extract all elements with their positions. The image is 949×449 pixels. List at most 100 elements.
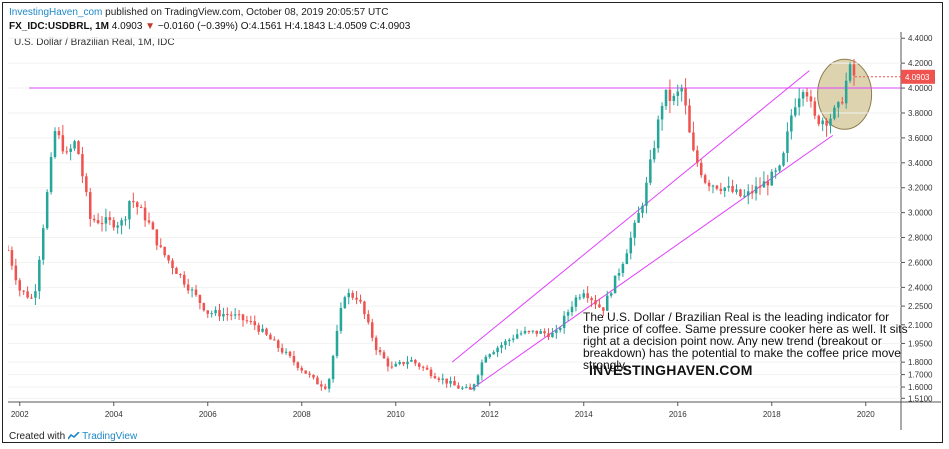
candle-body [335,330,339,356]
candle-body [61,135,65,152]
candle-body [680,88,683,92]
candle-body [155,229,159,246]
candle-body [202,303,206,311]
candle-body [496,347,499,353]
candle-body [817,115,821,125]
y-tick-label: 3.4000 [908,159,933,168]
candle-body [602,307,605,311]
candle-body [692,132,695,151]
candle-body [139,207,143,209]
candle-body [758,186,762,188]
y-tick-label: 3.2000 [908,184,933,193]
candle-body [312,374,315,378]
candle-body [265,328,268,335]
candle-body [108,217,112,221]
candle-body [707,182,711,187]
y-tick-label: 2.8000 [908,234,933,243]
candle-body [22,290,25,292]
candle-body [488,354,492,357]
candle-body [445,378,448,384]
candle-body [617,272,621,276]
y-tick-label: 4.2000 [908,59,933,68]
candle-body [711,185,715,187]
candle-body [182,274,186,285]
x-tick-label: 2014 [575,410,593,419]
candle-body [316,377,319,385]
x-tick-label: 2016 [669,410,687,419]
candle-body [257,325,260,332]
candle-body [88,192,92,219]
candle-body [786,131,789,153]
y-tick-label: 2.4000 [908,283,933,292]
candle-body [586,293,589,299]
y-tick-label: 2.6000 [908,258,933,267]
price-chart[interactable]: U.S. Dollar / Brazilian Real, 1M, IDC 4.… [8,32,941,430]
candle-body [609,293,613,296]
candle-body [844,80,848,104]
candle-body [778,165,781,171]
candle-body [370,322,374,338]
highlight-circle [817,58,873,130]
candle-body [429,369,433,377]
candle-body [578,297,582,299]
candle-body [727,186,730,188]
candle-body [417,363,421,367]
candle-body [649,159,652,183]
candle-body [566,312,570,316]
candle-body [363,301,366,315]
candle-body [143,207,147,221]
candle-body [574,297,578,307]
candle-body [449,380,452,384]
chart-title: U.S. Dollar / Brazilian Real, 1M, IDC [14,37,175,48]
candle-body [594,300,597,305]
candle-body [500,345,503,348]
candle-body [14,265,18,281]
candle-body [833,107,836,119]
candle-body [637,212,640,223]
candle-body [198,294,202,304]
candle-body [374,337,378,351]
candle-body [69,148,72,152]
candle-body [339,307,343,331]
published-text: published on TradingView.com, October 08… [102,7,389,18]
tradingview-link[interactable]: TradingView [82,431,138,442]
candle-body [688,105,691,133]
candle-body [194,289,198,295]
candle-body [112,220,116,228]
x-tick-label: 2008 [293,410,311,419]
candle-body [81,154,84,177]
publish-header: InvestingHaven_com published on TradingV… [9,7,389,18]
y-tick-label: 3.0000 [908,209,933,218]
candle-body [523,331,527,334]
candle-body [34,291,37,298]
candle-body [805,92,809,97]
candle-body [116,225,119,228]
analysis-annotation: The U.S. Dollar / Brazilian Real is the … [583,310,908,372]
y-tick-label: 2.2500 [908,302,933,311]
y-tick-label: 1.9500 [908,339,933,348]
candle-body [65,151,69,153]
ohlc-values: O:4.1561 H:4.1843 L:4.0509 C:4.0903 [240,21,411,32]
x-tick-label: 2002 [11,410,29,419]
author-link[interactable]: InvestingHaven_com [9,7,103,18]
candle-body [558,327,562,330]
candle-body [801,92,805,99]
candle-body [793,107,797,116]
candle-body [519,333,523,335]
candle-body [96,220,100,224]
candle-body [53,131,57,158]
candle-body [735,189,738,192]
candle-body [30,297,33,299]
price-change: −0.0160 (−0.39%) [157,21,238,32]
candle-body [120,220,123,226]
candle-body [633,222,636,238]
candle-body [308,373,311,375]
candle-body [813,101,817,116]
candle-body [531,330,535,332]
candle-body [754,186,758,194]
candle-body [163,246,166,256]
candle-body [57,131,61,136]
candle-body [49,157,53,193]
candle-body [292,355,296,363]
candle-body [10,250,14,266]
